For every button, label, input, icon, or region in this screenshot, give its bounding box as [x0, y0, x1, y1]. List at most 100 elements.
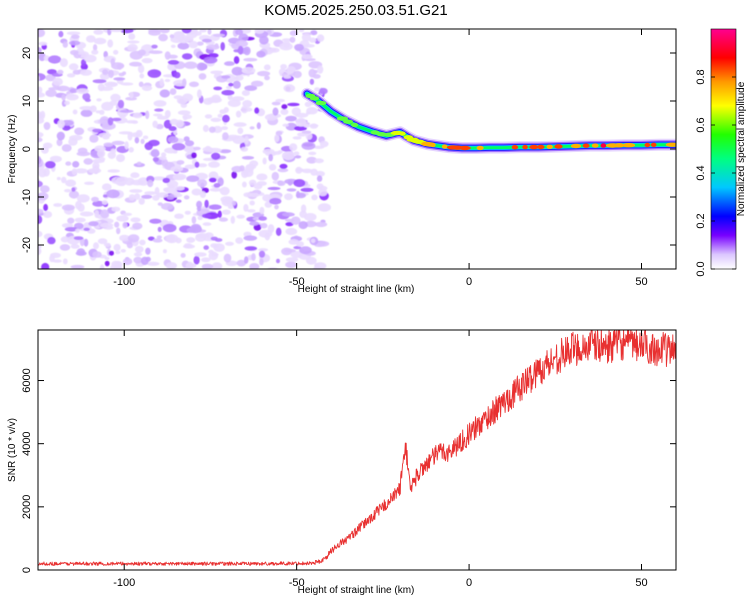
noise-speck [71, 168, 77, 176]
noise-speck [196, 200, 203, 209]
noise-speck [222, 209, 231, 215]
noise-speck [274, 134, 280, 143]
noise-speck [317, 203, 331, 212]
noise-speck [195, 233, 207, 242]
noise-speck [189, 81, 199, 88]
noise-speck [258, 248, 269, 252]
noise-speck [228, 82, 234, 87]
signal-track-band-0 [301, 87, 676, 154]
noise-speck [76, 194, 90, 203]
noise-speck [282, 212, 295, 217]
noise-speck [186, 175, 200, 182]
noise-speck [249, 126, 255, 130]
noise-speck [275, 98, 285, 103]
noise-speck [145, 110, 150, 120]
noise-speck [221, 126, 228, 130]
noise-speck [69, 88, 79, 94]
noise-speck [38, 168, 47, 178]
noise-speck [219, 186, 230, 196]
noise-speck [84, 181, 95, 185]
noise-speck [73, 236, 84, 241]
noise-speck [199, 29, 207, 33]
colorbar-tick-label: 0.0 [695, 261, 707, 276]
noise-speck [88, 221, 99, 227]
noise-speck [124, 141, 129, 150]
noise-speck [206, 44, 220, 50]
signal-hotspot [458, 145, 471, 151]
noise-speck [211, 152, 221, 160]
noise-speck [136, 161, 142, 166]
noise-speck [222, 132, 229, 141]
snr-ylabel: SNR (10 * v/v) [7, 418, 18, 482]
noise-speck [52, 259, 62, 263]
noise-speck [68, 190, 80, 199]
noise-speck [110, 148, 117, 154]
noise-speck [204, 199, 209, 209]
noise-speck [275, 227, 282, 236]
noise-speck [132, 112, 143, 119]
noise-speck [38, 46, 42, 54]
noise-speck [103, 142, 114, 147]
noise-speck [122, 212, 133, 216]
noise-speck [284, 218, 295, 222]
noise-speck [117, 99, 125, 109]
noise-speck [302, 54, 313, 60]
noise-speck [208, 171, 219, 180]
snr-xtick-label: 0 [466, 577, 472, 589]
noise-speck [72, 109, 78, 115]
noise-speck [244, 246, 258, 251]
noise-speck [43, 211, 53, 218]
noise-speck [147, 236, 155, 241]
noise-speck [183, 243, 193, 249]
noise-speck [197, 179, 208, 188]
noise-speck [38, 244, 42, 249]
noise-speck [292, 136, 302, 140]
noise-speck [262, 157, 267, 165]
signal-hotspot [511, 145, 519, 150]
noise-speck [194, 31, 202, 36]
noise-speck [198, 163, 208, 168]
noise-speck [233, 122, 247, 127]
noise-speck [101, 200, 108, 205]
noise-speck [201, 213, 212, 219]
noise-speck [236, 214, 245, 219]
noise-speck [64, 100, 70, 106]
noise-speck [218, 217, 228, 222]
noise-speck [141, 194, 153, 199]
noise-speck [67, 217, 75, 224]
noise-speck [300, 187, 314, 192]
noise-speck [120, 82, 134, 86]
noise-speck [145, 247, 151, 255]
noise-speck [129, 91, 134, 99]
noise-speck [56, 131, 65, 141]
noise-speck [97, 238, 108, 245]
noise-speck [117, 63, 123, 70]
noise-speck [197, 89, 202, 99]
noise-speck [243, 192, 253, 198]
noise-speck [165, 234, 179, 244]
noise-speck [49, 254, 55, 263]
noise-speck [247, 209, 256, 213]
signal-hotspot [441, 144, 448, 149]
colorbar-tick-label: 0.8 [695, 69, 707, 84]
noise-speck [304, 213, 317, 221]
noise-speck [301, 141, 316, 150]
noise-speck [193, 146, 201, 151]
noise-speck [92, 161, 100, 170]
noise-speck [70, 264, 85, 269]
noise-speck [162, 177, 171, 184]
noise-speck [43, 122, 51, 130]
noise-speck [86, 35, 96, 43]
noise-speck [61, 223, 74, 228]
noise-speck [217, 210, 222, 218]
noise-speck [283, 84, 296, 93]
noise-speck [152, 176, 166, 181]
noise-speck [241, 156, 255, 160]
snr-xtick-label: 50 [635, 577, 647, 589]
noise-speck [83, 238, 89, 247]
noise-speck [249, 200, 255, 206]
noise-speck [177, 110, 191, 116]
noise-speck [259, 35, 269, 45]
noise-speck [231, 200, 237, 206]
noise-speck [106, 82, 118, 86]
